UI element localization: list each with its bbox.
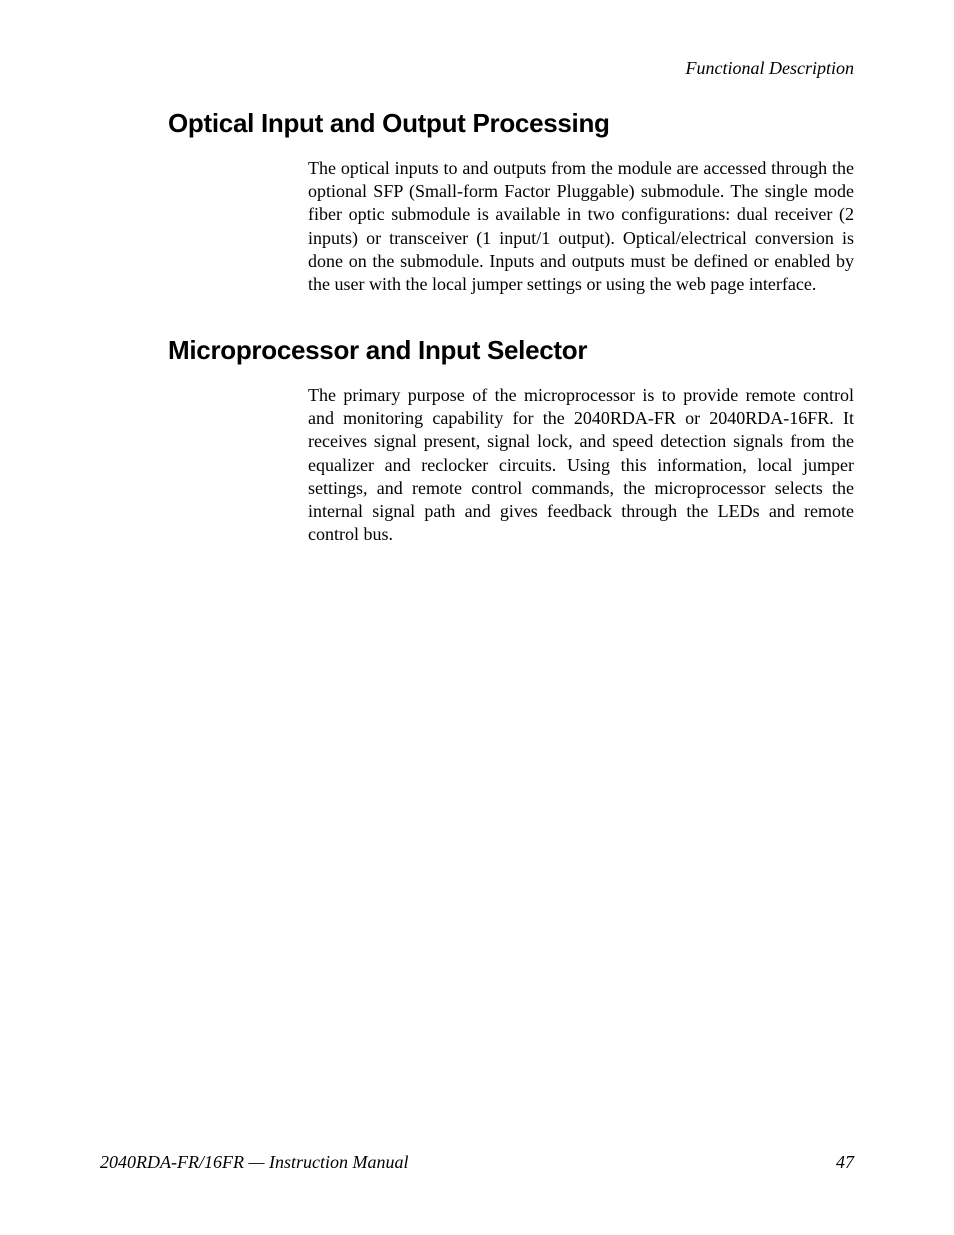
section-body: The optical inputs to and outputs from t… (308, 157, 854, 296)
section-title: Microprocessor and Input Selector (168, 335, 854, 366)
running-head: Functional Description (686, 58, 854, 79)
section-microprocessor: Microprocessor and Input Selector The pr… (168, 335, 854, 565)
page-number: 47 (836, 1152, 854, 1173)
page: Functional Description Optical Input and… (0, 0, 954, 1235)
section-optical-io: Optical Input and Output Processing The … (168, 108, 854, 314)
section-body: The primary purpose of the microprocesso… (308, 384, 854, 547)
section-title: Optical Input and Output Processing (168, 108, 854, 139)
page-footer: 2040RDA-FR/16FR — Instruction Manual 47 (100, 1152, 854, 1173)
manual-title: 2040RDA-FR/16FR — Instruction Manual (100, 1152, 408, 1173)
